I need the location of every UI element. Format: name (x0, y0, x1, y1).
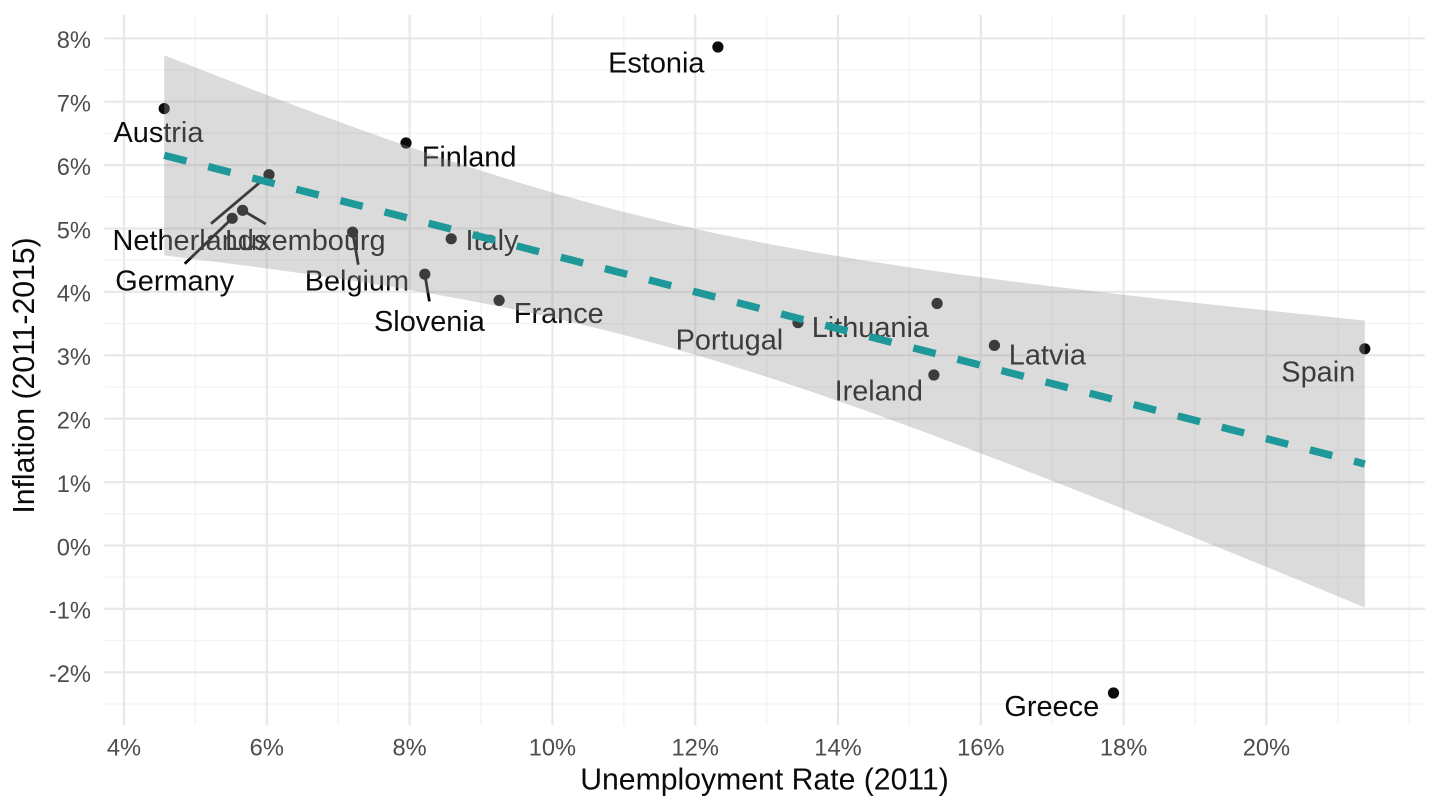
svg-text:7%: 7% (57, 92, 91, 118)
svg-text:3%: 3% (57, 345, 91, 371)
svg-text:Finland: Finland (422, 142, 517, 174)
svg-text:1%: 1% (57, 472, 91, 498)
svg-text:8%: 8% (392, 736, 426, 762)
svg-text:Inflation (2011-2015): Inflation (2011-2015) (8, 237, 41, 513)
svg-text:20%: 20% (1243, 736, 1290, 762)
svg-text:Belgium: Belgium (305, 265, 409, 297)
svg-text:5%: 5% (57, 218, 91, 244)
svg-text:4%: 4% (107, 736, 141, 762)
svg-text:-2%: -2% (49, 662, 91, 688)
svg-text:14%: 14% (814, 736, 861, 762)
svg-text:Slovenia: Slovenia (374, 306, 486, 338)
svg-text:Ireland: Ireland (835, 375, 923, 407)
svg-text:12%: 12% (671, 736, 718, 762)
svg-text:Greece: Greece (1004, 691, 1099, 723)
svg-text:Estonia: Estonia (608, 48, 705, 80)
svg-text:France: France (514, 298, 604, 330)
svg-text:Unemployment Rate (2011): Unemployment Rate (2011) (580, 763, 949, 796)
svg-text:0%: 0% (57, 535, 91, 561)
svg-text:-1%: -1% (49, 599, 91, 625)
svg-text:Germany: Germany (115, 265, 234, 297)
svg-text:2%: 2% (57, 409, 91, 435)
svg-text:Portugal: Portugal (676, 324, 784, 356)
svg-text:Luxembourg: Luxembourg (225, 225, 386, 257)
svg-text:6%: 6% (57, 155, 91, 181)
svg-text:18%: 18% (1100, 736, 1147, 762)
svg-text:Latvia: Latvia (1009, 340, 1087, 372)
svg-text:16%: 16% (957, 736, 1004, 762)
svg-text:Austria: Austria (114, 117, 205, 149)
svg-text:4%: 4% (57, 282, 91, 308)
svg-text:8%: 8% (57, 28, 91, 54)
svg-text:Spain: Spain (1281, 356, 1355, 388)
svg-text:10%: 10% (529, 736, 576, 762)
svg-text:Netherlands: Netherlands (113, 225, 269, 257)
svg-text:6%: 6% (250, 736, 284, 762)
